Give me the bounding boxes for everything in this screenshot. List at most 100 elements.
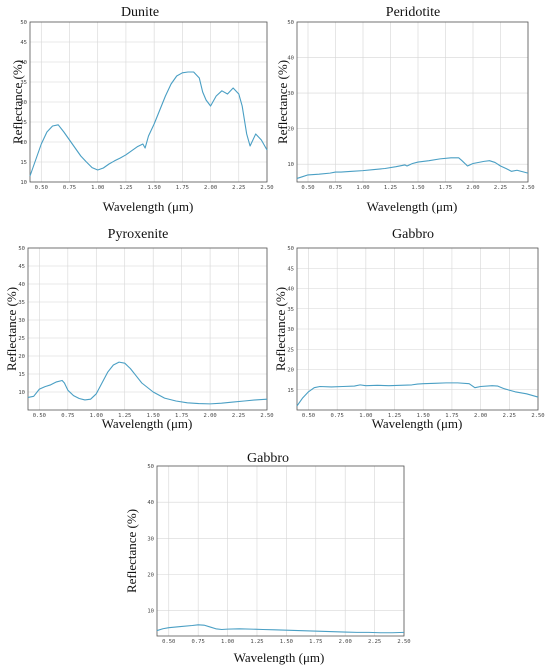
y-tick-label: 30 [147,536,154,542]
y-tick-label: 50 [147,464,154,470]
plot-frame [156,465,405,637]
x-tick-label: 2.50 [521,185,534,191]
y-axis-label: Reflectance (%) [124,509,139,593]
plot-frame [29,21,268,183]
reflectance-line [29,71,268,177]
gabbro-chart-panel-2: Gabbro 0.50 0.75 1.00 1.25 1.50 1.75 2.00 2.25 2.… [120,448,411,670]
y-axis-label: Reflectance (%) [273,287,288,371]
x-tick-label: 1.50 [280,639,293,645]
y-tick-label: 40 [287,287,294,293]
pyroxenite-chart-panel: Pyroxenite 0.50 0.75 1.00 1.25 1.50 1.75 2.00 2.… [0,224,275,436]
pyroxenite-chart: Pyroxenite 0.50 0.75 1.00 1.25 1.50 1.75 2.00 2.… [4,227,274,431]
y-tick-label: 30 [20,100,27,106]
y-tick-label: 35 [287,307,294,313]
x-tick-label: 0.75 [329,185,342,191]
x-tick-label: 2.25 [368,639,381,645]
reflectance-line [27,361,268,405]
x-tick-label: 0.50 [302,413,315,419]
x-tick-label: 0.75 [63,185,76,191]
x-tick-label: 1.00 [91,185,104,191]
x-tick-label: 2.50 [397,639,410,645]
x-tick-label: 1.50 [147,413,160,419]
y-tick-label: 20 [147,573,154,579]
y-axis-label: Reflectance (%) [4,287,19,371]
y-tick-label: 35 [20,80,27,86]
y-tick-label: 20 [287,368,294,374]
x-tick-label: 0.50 [33,413,46,419]
x-axis-label: Wavelength (μm) [367,199,458,214]
peridotite-chart: Peridotite 0.50 0.75 1.00 1.25 1.50 1.75 2.00 2.… [275,5,535,214]
gabbro-chart-2: Gabbro 0.50 0.75 1.00 1.25 1.50 1.75 2.00 2.25 2.… [124,451,411,665]
plot-frame [27,247,268,411]
x-tick-label: 1.75 [176,185,189,191]
x-tick-label: 2.00 [203,413,216,419]
y-tick-label: 10 [20,180,27,186]
x-tick-label: 1.25 [384,185,397,191]
x-tick-label: 1.75 [445,413,458,419]
gabbro-chart-1: Gabbro 0.50 0.75 1.00 1.25 1.50 1.75 2.00 2.25 2.… [273,227,545,431]
x-tick-label: 0.75 [192,639,205,645]
x-tick-label: 1.75 [439,185,452,191]
x-tick-label: 1.50 [411,185,424,191]
chart-title: Peridotite [386,5,440,20]
y-tick-label: 40 [18,282,25,288]
x-tick-label: 2.25 [503,413,516,419]
x-tick-label: 1.25 [119,185,132,191]
x-tick-label: 2.00 [204,185,217,191]
x-axis-label: Wavelength (μm) [103,199,194,214]
x-tick-label: 2.25 [232,185,245,191]
reflectance-line [156,624,405,634]
x-tick-label: 1.00 [356,185,369,191]
x-tick-label: 0.50 [162,639,175,645]
y-tick-label: 25 [18,336,25,342]
y-tick-label: 25 [20,120,27,126]
x-tick-label: 1.25 [118,413,131,419]
reflectance-line [296,157,529,179]
y-tick-label: 45 [287,266,294,272]
y-tick-label: 45 [20,40,27,46]
y-tick-label: 10 [147,609,154,615]
dunite-chart-panel: Dunite 0.50 0.75 1.00 1.25 1.50 1.75 2.00 2.25 2.… [0,0,275,220]
peridotite-chart-panel: Peridotite 0.50 0.75 1.00 1.25 1.50 1.75 2.00 2.… [275,0,550,220]
x-tick-label: 1.25 [388,413,401,419]
y-axis-label: Reflectance (%) [10,60,25,144]
x-axis-label: Wavelength (μm) [234,650,325,665]
x-tick-label: 1.25 [250,639,263,645]
y-tick-label: 40 [287,56,294,62]
y-tick-label: 30 [18,318,25,324]
x-tick-label: 2.00 [339,639,352,645]
x-tick-label: 1.50 [148,185,161,191]
x-tick-label: 2.50 [260,413,273,419]
x-tick-label: 2.50 [531,413,544,419]
chart-title: Dunite [121,5,159,20]
y-tick-label: 50 [18,246,25,252]
x-tick-label: 1.00 [90,413,103,419]
x-tick-label: 2.25 [232,413,245,419]
gabbro-chart-panel-1: Gabbro 0.50 0.75 1.00 1.25 1.50 1.75 2.00 2.25 2.… [273,224,550,436]
y-tick-label: 40 [20,60,27,66]
reflectance-line [296,382,539,407]
y-tick-label: 50 [287,246,294,252]
y-tick-label: 15 [18,372,25,378]
chart-title: Pyroxenite [108,227,169,242]
chart-title: Gabbro [392,227,434,242]
y-tick-label: 50 [20,20,27,26]
y-tick-label: 15 [287,388,294,394]
chart-title: Gabbro [247,451,289,466]
x-tick-label: 2.50 [260,185,273,191]
y-tick-label: 35 [18,300,25,306]
y-tick-label: 15 [20,160,27,166]
x-axis-label: Wavelength (μm) [372,416,463,431]
y-tick-label: 20 [20,140,27,146]
x-tick-label: 2.25 [494,185,507,191]
x-tick-label: 1.50 [417,413,430,419]
plot-frame [296,21,529,183]
y-tick-label: 30 [287,91,294,97]
y-tick-label: 20 [287,127,294,133]
x-axis-label: Wavelength (μm) [102,416,193,431]
y-tick-label: 40 [147,500,154,506]
y-tick-label: 10 [287,162,294,168]
y-axis-label: Reflectance (%) [275,60,290,144]
x-tick-label: 2.00 [474,413,487,419]
dunite-chart: Dunite 0.50 0.75 1.00 1.25 1.50 1.75 2.00 2.25 2.… [10,5,274,214]
